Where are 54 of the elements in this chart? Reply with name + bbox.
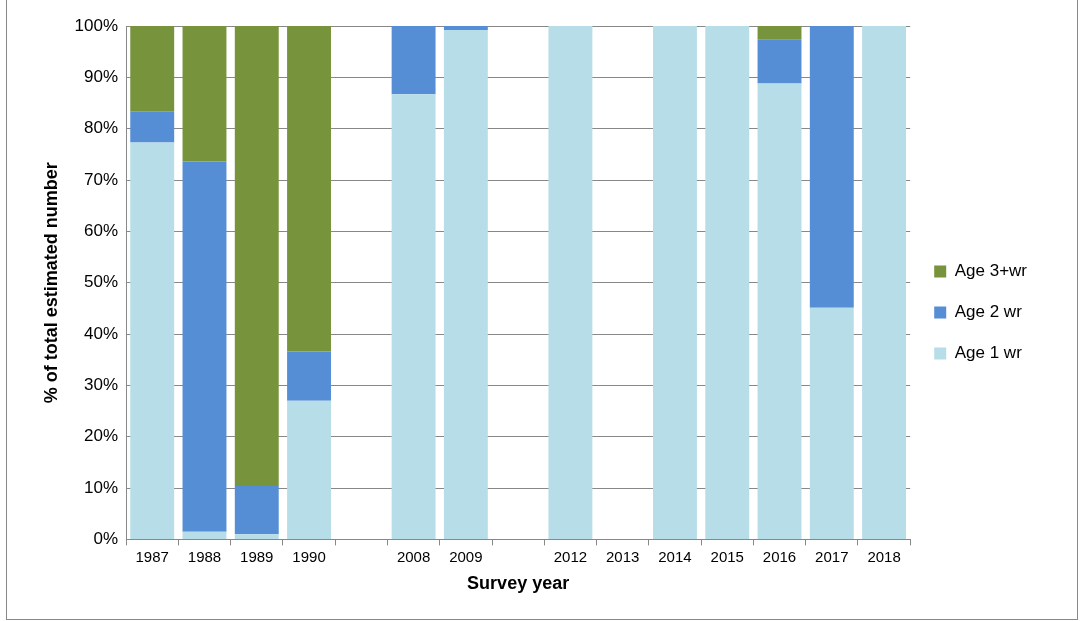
bar	[130, 142, 175, 539]
bar	[287, 400, 331, 539]
bar	[757, 26, 802, 40]
bar	[182, 161, 227, 532]
y-tick-label: 70%	[84, 169, 119, 189]
bar	[757, 39, 802, 84]
x-tick-label: 2012	[553, 547, 588, 565]
bar	[391, 26, 436, 95]
y-tick-label: 40%	[84, 323, 119, 343]
bar	[234, 486, 279, 535]
bar	[287, 26, 331, 352]
bar	[809, 307, 854, 539]
bar	[234, 26, 279, 487]
x-axis-title: Survey year	[467, 573, 570, 594]
x-tick-label: 2013	[606, 547, 640, 565]
legend-label: Age 2 wr	[954, 302, 1023, 322]
legend-label: Age 3+wr	[954, 261, 1028, 281]
x-tick-label: 1989	[240, 547, 274, 565]
x-tick-label: 2016	[762, 547, 797, 565]
x-tick-label: 1990	[292, 547, 326, 565]
x-tick-label: 2017	[815, 547, 849, 565]
bar	[182, 531, 227, 539]
x-tick-label: 1987	[135, 547, 169, 565]
x-tick-label: 2015	[710, 547, 744, 565]
legend-label: Age 1 wr	[954, 343, 1023, 363]
y-tick-label: 10%	[84, 477, 119, 497]
y-tick-label: 50%	[84, 272, 119, 292]
y-axis-title: % of total estimated number	[40, 162, 61, 404]
bar	[809, 26, 854, 308]
x-tick-label: 2018	[867, 547, 901, 565]
bar	[862, 26, 907, 539]
x-tick-label: 2008	[396, 547, 431, 565]
bar	[234, 534, 279, 539]
x-tick-label: 2009	[449, 547, 483, 565]
x-tick-label: 2014	[658, 547, 692, 565]
y-tick-label: 90%	[84, 67, 119, 87]
bar	[705, 26, 750, 539]
bar	[287, 351, 331, 401]
bar	[443, 26, 488, 31]
y-tick-label: 100%	[74, 15, 119, 35]
bar	[548, 26, 593, 539]
y-tick-label: 60%	[84, 221, 119, 241]
bar	[391, 94, 436, 539]
y-tick-label: 0%	[93, 529, 119, 549]
bar	[757, 83, 802, 539]
bar	[130, 111, 175, 143]
bar	[653, 26, 697, 539]
y-tick-label: 80%	[84, 118, 119, 138]
y-tick-label: 20%	[84, 426, 119, 446]
bar	[443, 30, 488, 539]
bar	[182, 26, 227, 162]
bar	[130, 26, 175, 112]
y-tick-label: 30%	[84, 375, 119, 395]
x-tick-label: 1988	[187, 547, 222, 565]
